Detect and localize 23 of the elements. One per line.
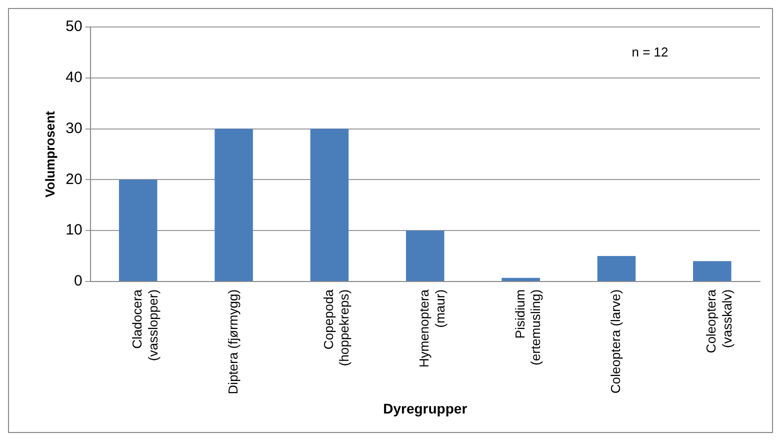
y-tick-label: 10 [66,222,82,239]
x-tick-label: Copepoda (hoppekreps) [321,288,352,366]
x-tick-label: Cladocera (vasslopper) [130,288,160,361]
y-tick-label: 30 [66,120,82,137]
x-tick-label: Coleoptera (larve) [608,289,624,394]
y-axis-title: Volumprosent [42,110,58,198]
x-tick-label: Diptera (fjørmygg) [225,289,240,394]
y-tick-label: 50 [66,18,82,36]
y-tick-label: 0 [74,272,82,290]
x-axis-title: Dyregrupper [383,400,468,416]
y-tick-label: 40 [66,69,82,86]
x-tick-label: Hymenoptera (maur) [416,288,448,368]
bar [597,256,636,281]
bar [118,180,158,281]
bar [406,230,444,281]
bar [502,278,540,281]
bar [693,261,732,281]
y-tick-label: 20 [66,170,82,188]
bar [310,128,349,281]
x-tick-label: Coleoptera (vasskalv) [704,288,734,354]
x-tick-label: Pisidium (ertemusling) [512,289,543,366]
bar [214,128,253,281]
annotation: n = 12 [632,44,668,60]
